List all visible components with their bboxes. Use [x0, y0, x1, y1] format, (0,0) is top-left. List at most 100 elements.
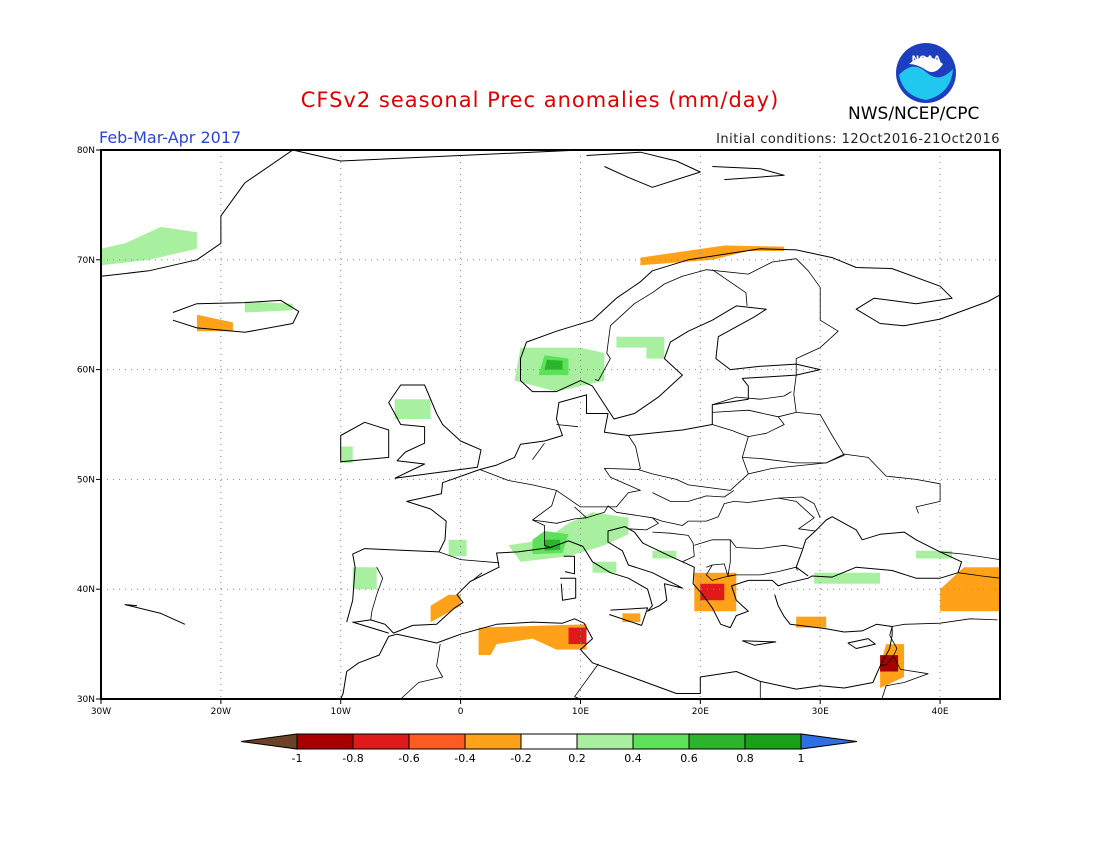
lon-label: 30E: [812, 707, 829, 717]
country-border: [881, 656, 929, 699]
colorbar-swatch: [464, 733, 522, 750]
anomaly-turkey: [814, 572, 881, 584]
anomaly-east-turkey: [940, 567, 1000, 612]
anomaly-croatia: [652, 550, 677, 559]
country-border: [532, 517, 587, 524]
coastline: [346, 369, 821, 623]
country-border: [532, 442, 545, 460]
country-border: [892, 618, 998, 627]
colorbar-label: 0.2: [568, 752, 586, 765]
map-title: CFSv2 seasonal Prec anomalies (mm/day): [0, 88, 1100, 112]
anomaly-black-sea-ne: [916, 550, 953, 559]
lon-label: 40E: [931, 707, 948, 717]
graticule: [101, 150, 1000, 699]
lon-label: 20E: [692, 707, 709, 717]
anomaly-iceland-north: [244, 301, 293, 313]
anomaly-greece-red: [700, 583, 725, 601]
latitude-labels: 80N 70N 60N 50N 40N 30N: [77, 146, 101, 705]
anomaly-spain-se: [430, 594, 461, 623]
country-border: [727, 539, 797, 577]
country-border: [712, 269, 748, 306]
colorbar-swatch: [408, 733, 466, 750]
coastline: [292, 150, 845, 162]
coastlines: [101, 150, 1000, 719]
colorbar-label: 0.8: [736, 752, 754, 765]
forecast-period: Feb-Mar-Apr 2017: [99, 128, 242, 147]
anomaly-norway-dark: [544, 359, 563, 370]
anomaly-iceland-sw: [196, 314, 233, 332]
country-border: [637, 424, 749, 491]
country-border: [556, 435, 641, 508]
country-border: [574, 505, 609, 519]
colorbar-swatch: [576, 733, 634, 750]
anomaly-sicily: [622, 613, 641, 623]
colorbar-arrow-high: [800, 733, 858, 750]
noaa-logo-gull: [909, 57, 943, 72]
country-border: [706, 563, 729, 577]
anomaly-levant-red: [880, 655, 899, 672]
coastline: [269, 716, 281, 719]
lon-label: 30W: [91, 707, 111, 717]
lat-label: 70N: [77, 256, 95, 266]
country-border: [479, 469, 557, 548]
colorbar-label: -0.4: [454, 752, 475, 765]
anomaly-n-africa: [478, 624, 587, 656]
anomaly-portugal: [352, 567, 377, 590]
anomaly-alps-dark: [544, 539, 561, 551]
anomaly-sweden-patch: [616, 336, 665, 359]
country-border: [705, 564, 737, 581]
country-border: [607, 505, 659, 531]
lat-label: 30N: [77, 695, 95, 705]
colorbar-swatch: [744, 733, 802, 750]
lon-label: 10E: [572, 707, 589, 717]
country-border: [733, 497, 816, 532]
lat-label: 80N: [77, 146, 95, 156]
anomaly-ireland: [340, 446, 353, 463]
coastline: [520, 248, 1000, 420]
coastline: [101, 150, 294, 277]
lat-label: 60N: [77, 366, 95, 376]
lat-label: 50N: [77, 475, 95, 485]
lat-label: 40N: [77, 585, 95, 595]
country-border: [742, 412, 845, 464]
initial-conditions: Initial conditions: 12Oct2016-21Oct2016: [716, 132, 1000, 147]
anomaly-tunisia-red: [568, 627, 587, 645]
longitude-labels: 30W 20W 10W 0 10E 20E 30E 40E: [91, 699, 949, 717]
agency-label: NWS/NCEP/CPC: [848, 104, 980, 124]
colorbar-swatch: [632, 733, 690, 750]
anomaly-norway-coast: [514, 347, 605, 392]
anomaly-sw-france: [448, 539, 467, 557]
anomaly-levant: [880, 644, 905, 688]
anomaly-north-norway: [640, 245, 785, 266]
coastline: [712, 166, 785, 181]
noaa-logo: NOAA: [896, 43, 956, 103]
country-border: [694, 539, 803, 549]
colorbar-swatch: [688, 733, 746, 750]
country-border: [748, 453, 941, 514]
country-border: [793, 375, 797, 413]
country-border: [370, 567, 384, 620]
country-border: [652, 490, 735, 502]
map-frame: [100, 149, 1001, 700]
colorbar-swatch: [352, 733, 410, 750]
colorbar-swatch: [296, 733, 354, 750]
anomaly-italy-east: [592, 561, 617, 573]
country-border: [795, 567, 798, 571]
colorbar-label: -1: [292, 752, 303, 765]
country-border: [940, 551, 1000, 560]
colorbar-label: 0.6: [680, 752, 698, 765]
country-border: [880, 626, 898, 666]
anomaly-scotland: [394, 399, 431, 419]
colorbar-label: 0.4: [624, 752, 642, 765]
colorbar-swatch: [520, 733, 578, 750]
country-border: [594, 258, 839, 382]
country-border: [472, 572, 483, 581]
country-border: [778, 496, 821, 518]
noaa-logo-text: NOAA: [912, 55, 941, 65]
country-borders: [370, 258, 1000, 699]
lon-label: 10W: [331, 707, 351, 717]
coastline: [563, 555, 575, 575]
country-border: [574, 696, 581, 699]
anomaly-greece: [694, 572, 737, 612]
coastline: [586, 151, 701, 188]
